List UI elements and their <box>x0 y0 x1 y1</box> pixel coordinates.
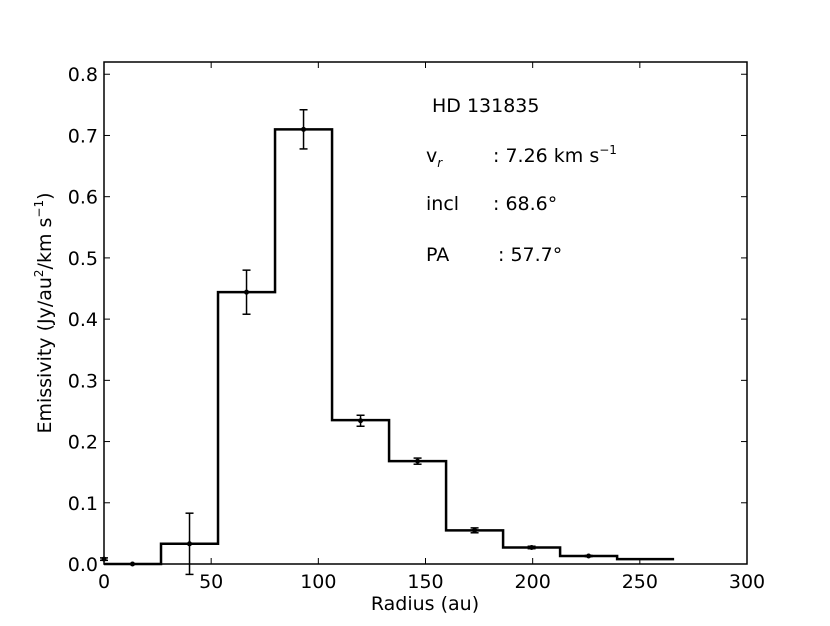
annotation-vr-value: : 7.26 km s−1 <box>493 143 617 167</box>
data-point <box>529 544 535 550</box>
y-tick-label: 0.0 <box>68 554 98 576</box>
annotation-incl-label: incl <box>426 193 459 215</box>
x-axis-title: Radius (au) <box>371 593 479 615</box>
y-tick-label: 0.1 <box>68 493 98 515</box>
annotation-vr: vr <box>426 145 443 170</box>
y-axis-title-mid: /km s <box>34 218 56 270</box>
y-tick-label: 0.2 <box>68 432 98 454</box>
annotation-incl-value: : 68.6° <box>493 193 557 215</box>
x-tick-label: 150 <box>407 571 443 593</box>
y-axis-title-main: Emissivity (Jy/au <box>34 277 56 433</box>
y-tick-label: 0.3 <box>68 370 98 392</box>
y-tick-label: 0.4 <box>68 309 98 331</box>
x-tick-label: 300 <box>729 571 765 593</box>
annotation-block: HD 131835 vr : 7.26 km s−1 incl : 68.6° … <box>426 95 617 266</box>
annotation-vr-value-main: : 7.26 km s <box>493 145 599 167</box>
x-tick-label: 0 <box>98 571 110 593</box>
y-axis-title-sup2: −1 <box>32 200 46 218</box>
data-point <box>187 541 193 547</box>
plot-frame <box>103 61 748 565</box>
y-axis-title: Emissivity (Jy/au2/km s−1) <box>32 192 56 433</box>
chart-marks <box>100 109 675 576</box>
x-axis-ticks: 0 50 100 150 200 250 300 <box>98 62 765 593</box>
data-point <box>358 418 364 424</box>
data-point <box>586 553 592 559</box>
data-point <box>472 527 478 533</box>
x-tick-label: 50 <box>199 571 223 593</box>
y-axis-ticks: 0.0 0.1 0.2 0.3 0.4 0.5 0.6 0.7 0.8 <box>68 64 747 576</box>
x-tick-label: 250 <box>622 571 658 593</box>
y-tick-label: 0.6 <box>68 187 98 209</box>
y-tick-label: 0.7 <box>68 125 98 147</box>
y-tick-label: 0.5 <box>68 248 98 270</box>
y-axis-title-end: ) <box>34 192 56 199</box>
annotation-vr-value-sup: −1 <box>599 143 617 157</box>
y-tick-label: 0.8 <box>68 64 98 86</box>
data-point <box>415 458 421 464</box>
annotation-pa-value: : 57.7° <box>498 244 562 266</box>
plot-area <box>104 62 747 564</box>
annotation-pa-label: PA <box>426 244 449 266</box>
data-point <box>301 126 307 132</box>
annotation-vr-label: v <box>426 145 437 167</box>
y-axis-title-sup: 2 <box>32 269 46 277</box>
annotation-vr-sub: r <box>437 156 443 170</box>
annotation-name: HD 131835 <box>432 95 540 117</box>
histogram-step-line <box>104 128 675 566</box>
x-tick-label: 200 <box>515 571 551 593</box>
x-tick-label: 100 <box>300 571 336 593</box>
data-point <box>244 289 250 295</box>
